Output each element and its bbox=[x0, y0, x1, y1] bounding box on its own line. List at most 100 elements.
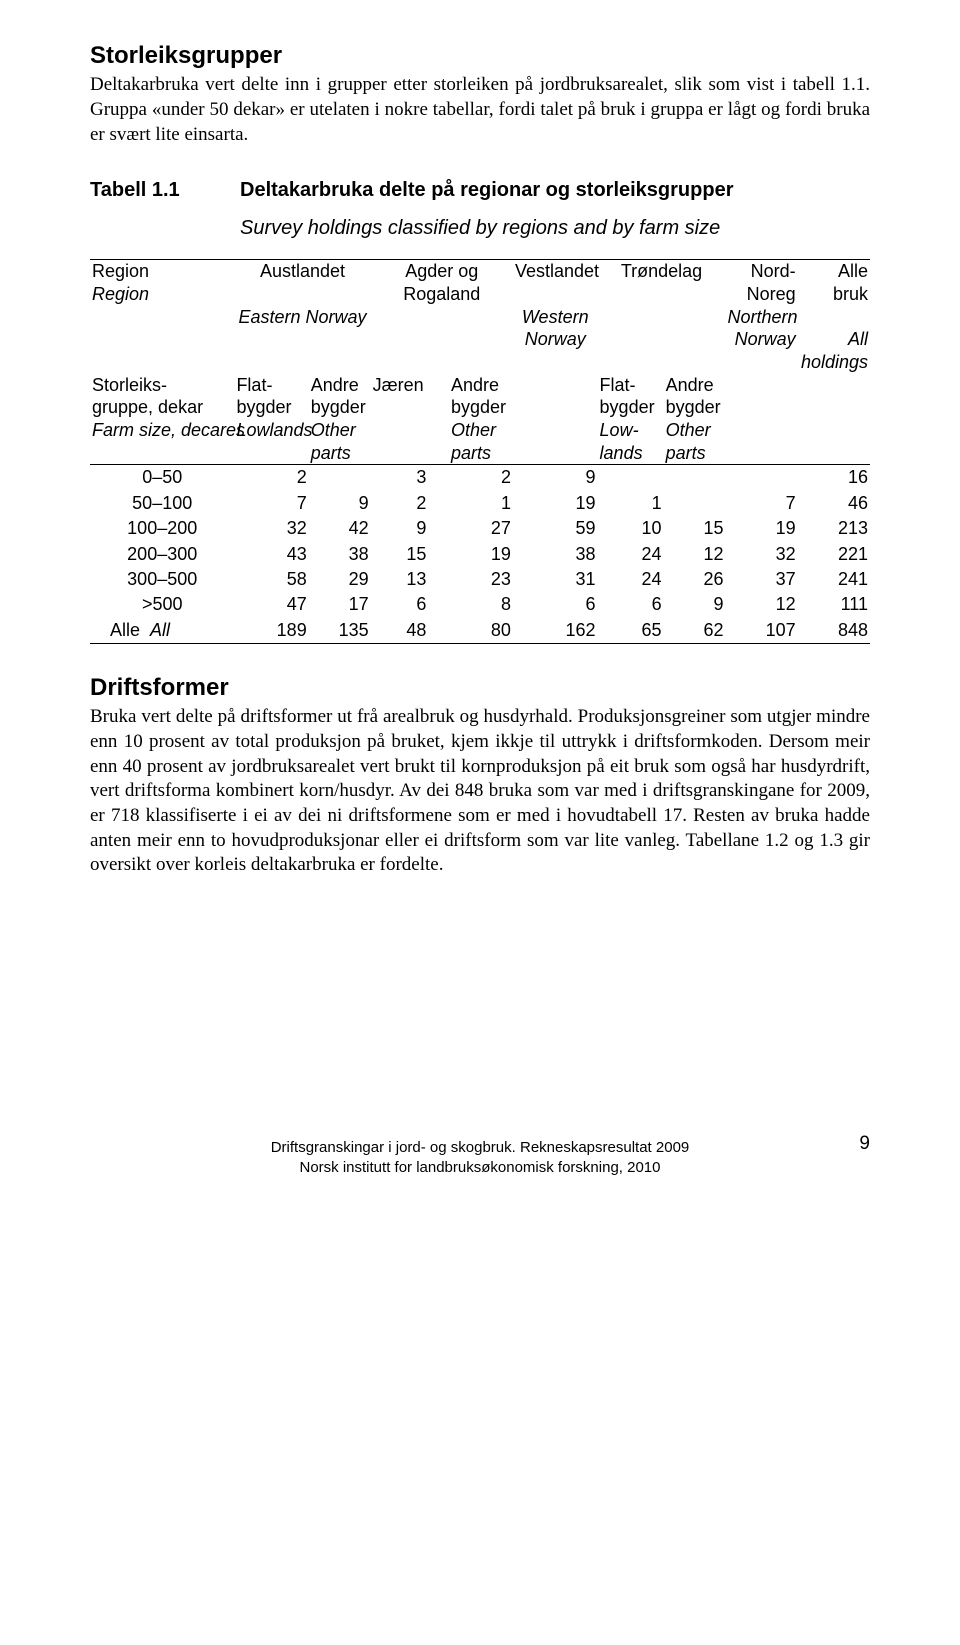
page-footer: 9 Driftsgranskingar i jord- og skogbruk.… bbox=[90, 1138, 870, 1177]
h-bygder-c: bygder bbox=[449, 396, 513, 419]
h-other-c: Other bbox=[664, 419, 726, 442]
cell bbox=[664, 465, 726, 491]
cell: 62 bbox=[664, 618, 726, 644]
cell: 80 bbox=[449, 618, 513, 644]
cell: 19 bbox=[513, 491, 598, 516]
cell: 2 bbox=[371, 491, 429, 516]
h-flat-a: Flat- bbox=[234, 374, 308, 397]
heading-driftsformer: Driftsformer bbox=[90, 672, 870, 703]
cell: 2 bbox=[449, 465, 513, 491]
cell: 6 bbox=[513, 592, 598, 617]
cell: 24 bbox=[598, 567, 664, 592]
h-low: Low- bbox=[598, 419, 664, 442]
cell: 23 bbox=[449, 567, 513, 592]
cell: 31 bbox=[513, 567, 598, 592]
cell bbox=[428, 465, 449, 491]
cell: 19 bbox=[725, 516, 797, 541]
cell bbox=[664, 491, 726, 516]
cell: 6 bbox=[371, 592, 429, 617]
h-storleiks: Storleiks- bbox=[90, 374, 234, 397]
h-flat-b: Flat- bbox=[598, 374, 664, 397]
cell: 24 bbox=[598, 542, 664, 567]
h-andre-b: Andre bbox=[449, 374, 513, 397]
h-andre-c: Andre bbox=[664, 374, 726, 397]
cell: 221 bbox=[798, 542, 870, 567]
h-trond: Trøndelag bbox=[598, 260, 726, 283]
cell: 42 bbox=[309, 516, 371, 541]
table-row: 100–200324292759101519213 bbox=[90, 516, 870, 541]
cell: 15 bbox=[664, 516, 726, 541]
h-bygder-b: bygder bbox=[309, 396, 371, 419]
cell: 162 bbox=[513, 618, 598, 644]
cell bbox=[428, 516, 449, 541]
h-other-b: Other bbox=[449, 419, 513, 442]
h-holdings: holdings bbox=[798, 351, 870, 374]
h-region: Region bbox=[90, 260, 234, 283]
table-row: 200–3004338151938241232221 bbox=[90, 542, 870, 567]
row-label: 200–300 bbox=[90, 542, 234, 567]
h-parts-b: parts bbox=[449, 442, 513, 465]
cell: 15 bbox=[371, 542, 429, 567]
h-other-a: Other bbox=[309, 419, 371, 442]
cell: 111 bbox=[798, 592, 870, 617]
h-northern2: Norway bbox=[725, 328, 797, 351]
h-eastern: Eastern Norway bbox=[234, 306, 370, 329]
h-lands: lands bbox=[598, 442, 664, 465]
row-label-total: Alle All bbox=[90, 618, 234, 644]
cell: 37 bbox=[725, 567, 797, 592]
h-alle: Alle bbox=[798, 260, 870, 283]
cell: 58 bbox=[234, 567, 308, 592]
h-farmsize: Farm size, decares bbox=[90, 419, 234, 442]
cell: 16 bbox=[798, 465, 870, 491]
cell: 12 bbox=[664, 542, 726, 567]
cell: 38 bbox=[513, 542, 598, 567]
h-all: All bbox=[798, 328, 870, 351]
cell: 848 bbox=[798, 618, 870, 644]
footer-line2: Norsk institutt for landbruksøkonomisk f… bbox=[90, 1158, 870, 1178]
table-title-row: Tabell 1.1 Deltakarbruka delte på region… bbox=[90, 177, 870, 203]
table-row-total: Alle All18913548801626562107848 bbox=[90, 618, 870, 644]
table-subtitle: Survey holdings classified by regions an… bbox=[240, 215, 870, 241]
cell: 6 bbox=[598, 592, 664, 617]
row-label: 50–100 bbox=[90, 491, 234, 516]
h-agder1: Agder og bbox=[371, 260, 513, 283]
cell: 38 bbox=[309, 542, 371, 567]
table-row: 300–5005829132331242637241 bbox=[90, 567, 870, 592]
h-parts-c: parts bbox=[664, 442, 726, 465]
cell bbox=[428, 542, 449, 567]
table-row: 50–1007921191746 bbox=[90, 491, 870, 516]
h-vest: Vestlandet bbox=[513, 260, 598, 283]
h-noreg: Noreg bbox=[725, 283, 797, 306]
row-label: 100–200 bbox=[90, 516, 234, 541]
cell: 26 bbox=[664, 567, 726, 592]
cell bbox=[725, 465, 797, 491]
cell: 43 bbox=[234, 542, 308, 567]
cell: 8 bbox=[449, 592, 513, 617]
cell: 27 bbox=[449, 516, 513, 541]
cell: 3 bbox=[371, 465, 429, 491]
cell bbox=[428, 567, 449, 592]
cell: 32 bbox=[234, 516, 308, 541]
h-bygder-e: bygder bbox=[664, 396, 726, 419]
cell: 13 bbox=[371, 567, 429, 592]
h-andre-a: Andre bbox=[309, 374, 371, 397]
cell: 2 bbox=[234, 465, 308, 491]
row-label: 0–50 bbox=[90, 465, 234, 491]
cell: 241 bbox=[798, 567, 870, 592]
cell: 32 bbox=[725, 542, 797, 567]
cell: 9 bbox=[371, 516, 429, 541]
cell: 135 bbox=[309, 618, 371, 644]
h-nord: Nord- bbox=[725, 260, 797, 283]
page-number: 9 bbox=[859, 1132, 870, 1157]
cell: 46 bbox=[798, 491, 870, 516]
cell bbox=[428, 592, 449, 617]
cell: 59 bbox=[513, 516, 598, 541]
h-bruk: bruk bbox=[798, 283, 870, 306]
cell: 7 bbox=[234, 491, 308, 516]
cell bbox=[309, 465, 371, 491]
cell bbox=[428, 618, 449, 644]
table-row: 0–50232916 bbox=[90, 465, 870, 491]
h-bygder-a: bygder bbox=[234, 396, 308, 419]
h-gruppe: gruppe, dekar bbox=[90, 396, 234, 419]
heading-storleiksgrupper: Storleiksgrupper bbox=[90, 40, 870, 71]
